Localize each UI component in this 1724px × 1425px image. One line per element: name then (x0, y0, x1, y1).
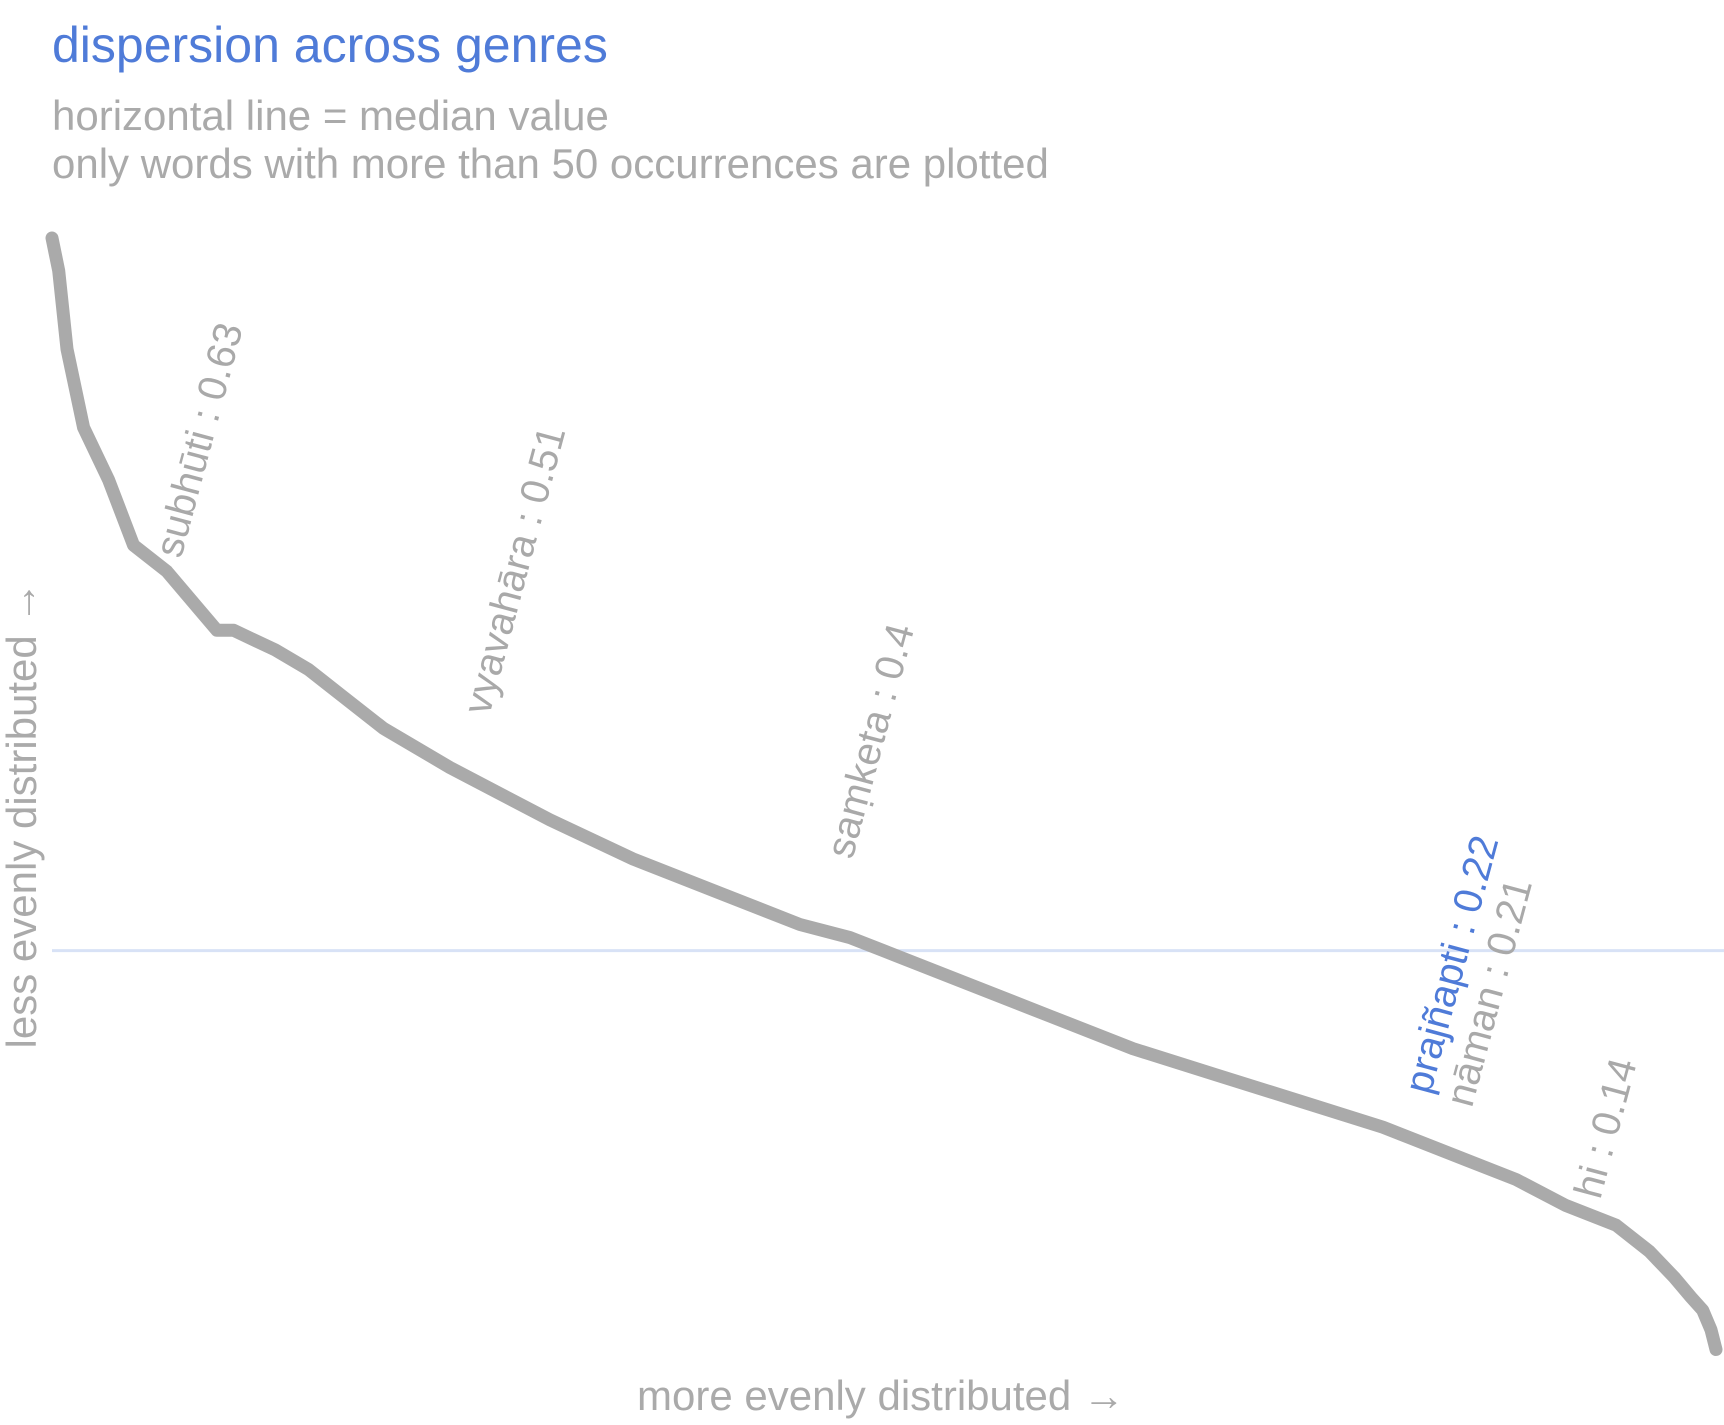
chart-subtitle-line-1: horizontal line = median value (52, 92, 609, 139)
y-axis-label: less evenly distributed → (0, 582, 45, 1049)
word-label-5: hi : 0.14 (1566, 1054, 1645, 1203)
chart-title: dispersion across genres (52, 17, 608, 73)
word-labels: subhūti : 0.63 vyavahāra : 0.51 saṃketa : … (147, 318, 1646, 1202)
word-label-0: subhūti : 0.63 (147, 318, 252, 561)
chart-subtitle-line-2: only words with more than 50 occurrences… (52, 140, 1049, 187)
x-axis-label: more evenly distributed → (637, 1372, 1125, 1419)
word-label-2: saṃketa : 0.4 (818, 619, 923, 862)
dispersion-curve (45, 231, 1723, 1356)
word-label-1: vyavahāra : 0.51 (455, 422, 574, 719)
